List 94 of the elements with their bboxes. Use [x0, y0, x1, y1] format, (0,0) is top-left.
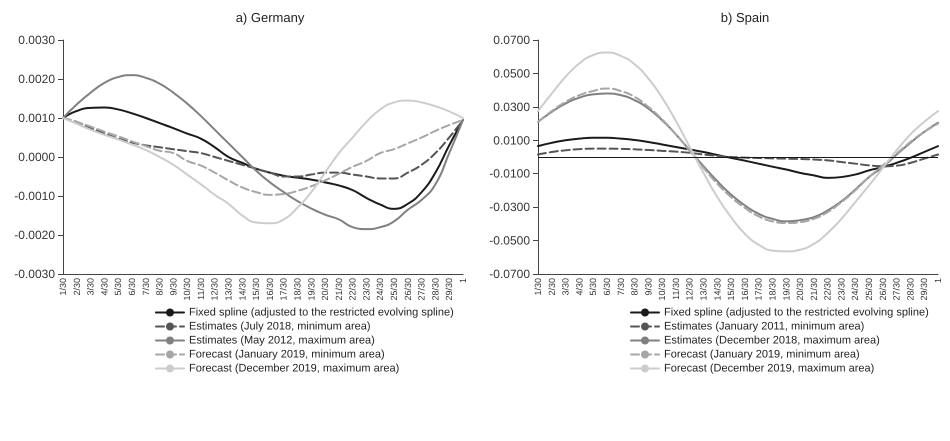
x-tick-label: 23/30	[836, 278, 846, 301]
line-series	[62, 74, 464, 230]
legend-label: Estimates (July 2018, minimum area)	[189, 320, 371, 332]
x-tick-label: 23/30	[361, 278, 372, 301]
y-tick-label: -0.0700	[489, 267, 530, 281]
y-tick-label: -0.0010	[14, 189, 56, 203]
x-tick-label: 27/30	[892, 278, 902, 301]
legend-label: Forecast (January 2019, minimum area)	[189, 348, 385, 360]
y-tick-label: 0.0500	[493, 66, 530, 80]
x-tick-label: 14/30	[712, 278, 722, 301]
y-tick-label: -0.0500	[489, 234, 530, 248]
y-tick-label: -0.0300	[489, 200, 530, 214]
legend-label: Estimates (January 2011, minimum area)	[664, 320, 864, 332]
x-tick-label: 14/30	[237, 278, 248, 301]
legend-label: Estimates (May 2012, maximum area)	[189, 334, 375, 346]
x-tick-label: 18/30	[767, 278, 778, 301]
x-tick-label: 12/30	[684, 278, 695, 301]
x-tick-label: 3/30	[86, 278, 96, 296]
x-tick-label: 5/30	[588, 278, 598, 296]
x-tick-label: 7/30	[140, 278, 151, 296]
x-tick-label: 16/30	[740, 278, 750, 301]
x-tick-label: 9/30	[643, 278, 654, 296]
y-tick-label: 0.0010	[18, 111, 56, 125]
legend-label: Estimates (December 2018, maximum area)	[664, 334, 880, 346]
x-tick-label: 13/30	[698, 278, 709, 301]
x-tick-label: 21/30	[334, 278, 344, 301]
y-tick-label: 0.0300	[493, 100, 530, 114]
x-tick-label: 10/30	[657, 278, 668, 301]
x-tick-label: 4/30	[99, 278, 110, 296]
x-tick-label: 15/30	[251, 278, 262, 301]
x-tick-label: 24/30	[375, 278, 386, 301]
x-tick-label: 11/30	[670, 278, 681, 300]
x-tick-label: 17/30	[278, 278, 289, 301]
x-tick-label: 29/30	[919, 278, 930, 301]
x-tick-label: 25/30	[389, 278, 400, 301]
x-tick-label: 12/30	[210, 278, 220, 301]
legend-label: Forecast (December 2019, maximum area)	[664, 362, 874, 374]
y-tick-label: -0.0020	[14, 228, 56, 242]
x-tick-label: 11/30	[196, 278, 206, 300]
legend-label: Fixed spline (adjusted to the restricted evolving spline)	[189, 306, 454, 318]
chart-title: a) Germany	[236, 10, 305, 25]
x-tick-label: 10/30	[182, 278, 192, 301]
x-tick-label: 20/30	[795, 278, 806, 301]
x-tick-label: 6/30	[602, 278, 612, 296]
y-tick-label: -0.0030	[14, 267, 56, 281]
x-tick-label: 24/30	[850, 278, 860, 301]
x-tick-label: 1/30	[58, 278, 68, 296]
x-tick-label: 27/30	[416, 278, 427, 301]
x-tick-label: 1	[458, 278, 468, 284]
x-tick-label: 18/30	[292, 278, 302, 301]
legend-label: Forecast (January 2019, minimum area)	[664, 348, 860, 360]
x-tick-label: 17/30	[754, 278, 764, 301]
line-series	[537, 136, 939, 179]
x-tick-label: 15/30	[726, 278, 736, 301]
x-tick-label: 26/30	[878, 278, 888, 301]
x-tick-label: 26/30	[402, 278, 413, 301]
line-series	[537, 52, 939, 252]
x-tick-label: 2/30	[546, 278, 557, 296]
line-series	[62, 99, 464, 224]
x-tick-label: 19/30	[781, 278, 792, 301]
line-series	[537, 148, 939, 168]
y-tick-label: 0.0700	[493, 33, 530, 47]
x-tick-label: 20/30	[320, 278, 330, 301]
x-tick-label: 5/30	[113, 278, 124, 296]
x-tick-label: 22/30	[348, 278, 358, 301]
x-tick-label: 2/30	[72, 278, 82, 296]
x-tick-label: 21/30	[808, 278, 819, 301]
x-tick-label: 22/30	[822, 278, 833, 301]
x-tick-label: 9/30	[168, 278, 178, 296]
x-tick-label: 1/30	[533, 278, 543, 296]
legend-label: Forecast (December 2019, maximum area)	[189, 362, 400, 374]
x-tick-label: 7/30	[616, 278, 626, 296]
x-tick-label: 3/30	[560, 278, 571, 296]
y-tick-label: -0.0100	[489, 166, 530, 181]
y-tick-label: 0.0030	[18, 33, 56, 47]
x-tick-label: 16/30	[264, 278, 275, 301]
x-tick-label: 28/30	[430, 278, 440, 301]
chart-title: b) Spain	[720, 10, 770, 25]
line-series	[62, 117, 464, 196]
y-tick-label: 0.0020	[18, 72, 56, 86]
x-tick-label: 19/30	[306, 278, 316, 301]
y-tick-label: 0.0100	[493, 133, 530, 148]
x-tick-label: 28/30	[905, 278, 916, 301]
x-tick-label: 25/30	[864, 278, 874, 301]
y-tick-label: 0.0000	[18, 150, 56, 164]
x-tick-label: 1	[933, 278, 943, 284]
x-tick-label: 13/30	[224, 278, 234, 301]
x-tick-label: 4/30	[574, 278, 584, 296]
legend-label: Fixed spline (adjusted to the restricted evolving spline)	[664, 306, 929, 318]
line-series	[62, 106, 464, 210]
x-tick-label: 8/30	[154, 278, 165, 296]
x-tick-label: 6/30	[126, 278, 137, 296]
x-tick-label: 8/30	[630, 278, 640, 296]
x-tick-label: 29/30	[444, 278, 454, 301]
